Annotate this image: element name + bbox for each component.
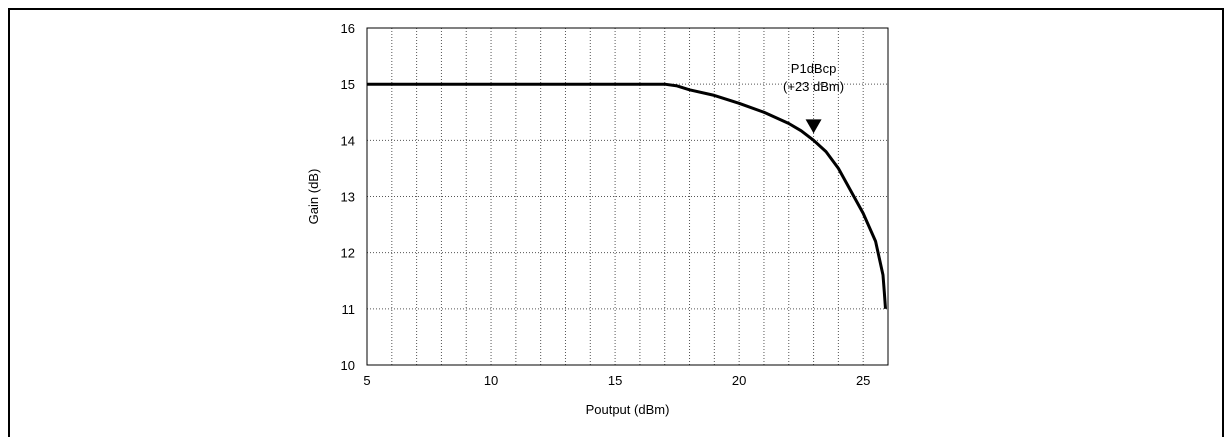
y-tick-label: 13 [341,190,355,205]
x-tick-label: 5 [363,373,370,388]
down-triangle-marker-icon [805,119,822,134]
grid-layer [367,28,888,365]
tick-labels: 5 10 15 20 25 10 11 12 13 14 15 16 [341,21,871,388]
y-tick-label: 10 [341,358,355,373]
y-axis-title: Gain (dB) [306,169,321,225]
y-tick-label: 14 [341,133,355,148]
y-tick-label: 16 [341,21,355,36]
y-tick-label: 11 [342,302,356,317]
plot-area-border [366,27,889,366]
x-tick-label: 25 [856,373,870,388]
chart-frame: 5 10 15 20 25 10 11 12 13 14 15 16 Poutput (dBm) Ga… [8,8,1224,437]
x-tick-label: 15 [608,373,622,388]
annotation-label-line1: P1dBcp [791,61,837,76]
y-tick-label: 15 [341,77,355,92]
p1db-annotation: P1dBcp (+23 dBm) [783,61,844,134]
gain-curve-line [367,82,887,309]
gain-vs-output-chart: 5 10 15 20 25 10 11 12 13 14 15 16 Poutput (dBm) Ga… [306,21,889,417]
series-layer [367,82,887,309]
annotation-label-line2: (+23 dBm) [783,79,844,94]
x-axis-title: Poutput (dBm) [586,402,670,417]
x-tick-label: 20 [732,373,746,388]
y-tick-label: 12 [341,246,355,261]
x-tick-label: 10 [484,373,498,388]
